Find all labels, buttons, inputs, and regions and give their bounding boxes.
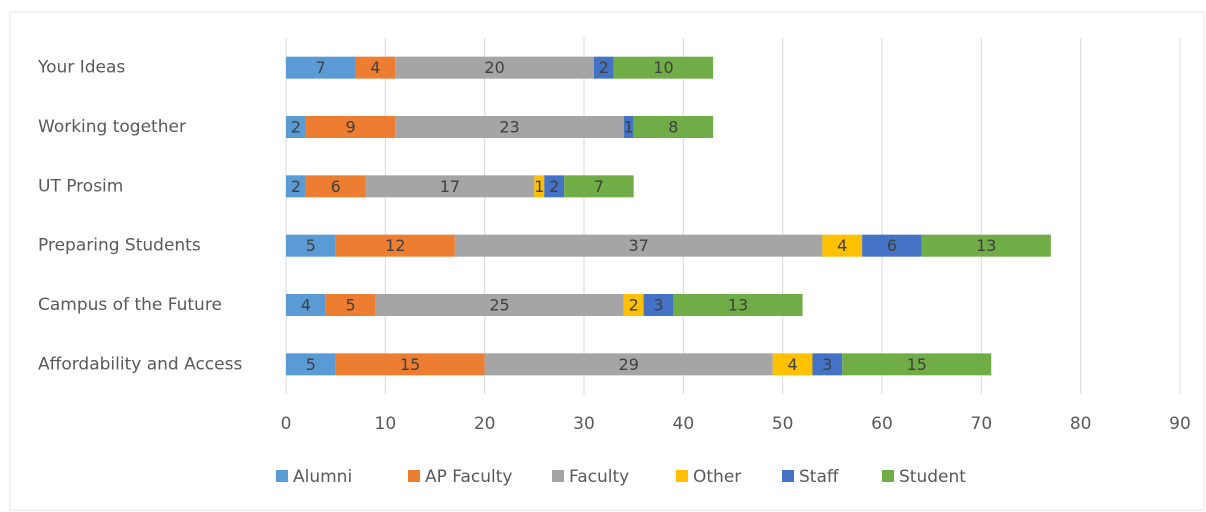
data-label: 4	[370, 58, 380, 77]
data-label: 29	[619, 355, 639, 374]
data-label: 9	[345, 118, 355, 137]
bar-segment	[325, 294, 376, 316]
legend-label: Student	[899, 467, 966, 487]
data-label: 15	[400, 355, 420, 374]
bar-segment	[842, 353, 992, 376]
y-tick-label: Your Ideas	[37, 58, 125, 78]
bar-segment	[286, 294, 326, 316]
x-tick-label: 70	[971, 414, 993, 434]
data-label: 20	[484, 58, 504, 77]
bar-segment	[335, 234, 455, 257]
legend-label: Other	[693, 467, 741, 487]
bar-segment	[395, 56, 594, 79]
data-label: 2	[291, 118, 301, 137]
x-tick-label: 0	[281, 414, 292, 434]
y-tick-label: Preparing Students	[38, 236, 201, 256]
data-label: 7	[594, 177, 604, 196]
bar-segment	[305, 116, 396, 138]
legend-label: Alumni	[293, 467, 352, 487]
bar-segment	[673, 294, 803, 316]
legend-swatch	[408, 470, 420, 482]
data-label: 1	[624, 118, 634, 137]
bar-segment	[395, 116, 624, 138]
bar-segment	[305, 175, 366, 198]
legend-swatch	[882, 470, 894, 482]
chart-area	[9, 11, 1205, 511]
data-label: 5	[306, 355, 316, 374]
x-tick-label: 40	[673, 414, 695, 434]
legend-label: Staff	[799, 467, 840, 487]
bar-segment	[564, 175, 634, 198]
x-tick-label: 90	[1169, 414, 1191, 434]
bar-segment	[534, 175, 545, 198]
x-tick-label: 20	[474, 414, 496, 434]
bar-segment	[544, 175, 565, 198]
data-label: 2	[629, 296, 639, 315]
bar-segment	[355, 56, 396, 79]
bar-segment	[286, 234, 336, 257]
x-tick-label: 10	[375, 414, 397, 434]
x-tick-label: 30	[573, 414, 595, 434]
y-tick-label: UT Prosim	[38, 176, 123, 196]
data-label: 3	[822, 355, 832, 374]
data-label: 15	[907, 355, 927, 374]
y-tick-label: Working together	[38, 117, 186, 137]
legend-swatch	[276, 470, 288, 482]
data-label: 4	[301, 296, 311, 315]
data-label: 37	[628, 236, 648, 255]
data-label: 1	[534, 177, 544, 196]
legend-swatch	[676, 470, 688, 482]
y-tick-label: Campus of the Future	[38, 295, 222, 315]
bar-segment	[286, 175, 306, 198]
data-label: 13	[976, 236, 996, 255]
bar-segment	[286, 116, 306, 138]
bar-segment	[335, 353, 485, 376]
bar-segment	[822, 234, 863, 257]
y-tick-label: Affordability and Access	[38, 354, 242, 374]
bar-segment	[623, 294, 644, 316]
x-tick-label: 60	[871, 414, 893, 434]
legend-label: Faculty	[569, 467, 629, 487]
bar-segment	[921, 234, 1051, 257]
data-label: 6	[331, 177, 341, 196]
data-label: 7	[316, 58, 326, 77]
data-label: 5	[345, 296, 355, 315]
bar-segment	[375, 294, 624, 316]
legend-label: AP Faculty	[425, 467, 513, 487]
bar-segment	[484, 353, 773, 376]
data-label: 12	[385, 236, 405, 255]
data-label: 2	[549, 177, 559, 196]
bar-segment	[633, 116, 714, 138]
bar-segment	[454, 234, 823, 257]
bar-segment	[643, 294, 674, 316]
legend-swatch	[782, 470, 794, 482]
bar-segment	[623, 116, 634, 138]
bar-segment	[365, 175, 535, 198]
x-tick-label: 80	[1070, 414, 1092, 434]
legend-swatch	[552, 470, 564, 482]
data-label: 3	[653, 296, 663, 315]
data-label: 25	[489, 296, 509, 315]
bar-segment	[286, 353, 336, 376]
bar-segment	[772, 353, 813, 376]
data-label: 5	[306, 236, 316, 255]
data-label: 6	[887, 236, 897, 255]
data-label: 4	[837, 236, 847, 255]
bar-segment	[593, 56, 614, 79]
data-label: 10	[653, 58, 673, 77]
bar-segment	[862, 234, 922, 257]
bar-segment	[286, 56, 356, 79]
bar-segment	[613, 56, 714, 79]
bar-segment	[812, 353, 843, 376]
data-label: 17	[440, 177, 460, 196]
data-label: 8	[668, 118, 678, 137]
data-label: 4	[788, 355, 798, 374]
data-label: 13	[728, 296, 748, 315]
x-tick-label: 50	[772, 414, 794, 434]
data-label: 2	[291, 177, 301, 196]
data-label: 2	[599, 58, 609, 77]
data-label: 23	[499, 118, 519, 137]
